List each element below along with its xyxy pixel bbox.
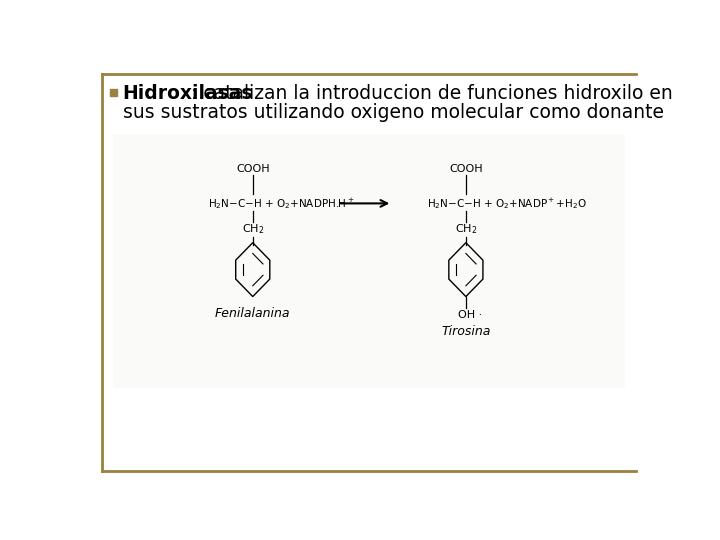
Text: H$_2$N$-$C$-$H + O$_2$+NADP$^+$+H$_2$O: H$_2$N$-$C$-$H + O$_2$+NADP$^+$+H$_2$O [427,196,587,211]
Text: Tirosina: Tirosina [441,325,490,338]
Text: H$_2$N$-$C$-$H + O$_2$+NADPH.H$^+$: H$_2$N$-$C$-$H + O$_2$+NADPH.H$^+$ [208,196,354,211]
Text: COOH: COOH [449,164,482,174]
Text: sus sustratos utilizando oxigeno molecular como donante: sus sustratos utilizando oxigeno molecul… [122,103,664,122]
Text: Hidroxilasas: Hidroxilasas [122,84,253,103]
Text: CH$_2$: CH$_2$ [242,222,264,237]
Text: OH ·: OH · [458,310,482,320]
Bar [113,134,625,388]
Text: Fenilalanina: Fenilalanina [215,307,290,320]
Text: CH$_2$: CH$_2$ [455,222,477,237]
Bar [110,90,117,96]
Text: COOH: COOH [236,164,269,174]
Text: : catalizan la introduccion de funciones hidroxilo en: : catalizan la introduccion de funciones… [191,84,672,103]
